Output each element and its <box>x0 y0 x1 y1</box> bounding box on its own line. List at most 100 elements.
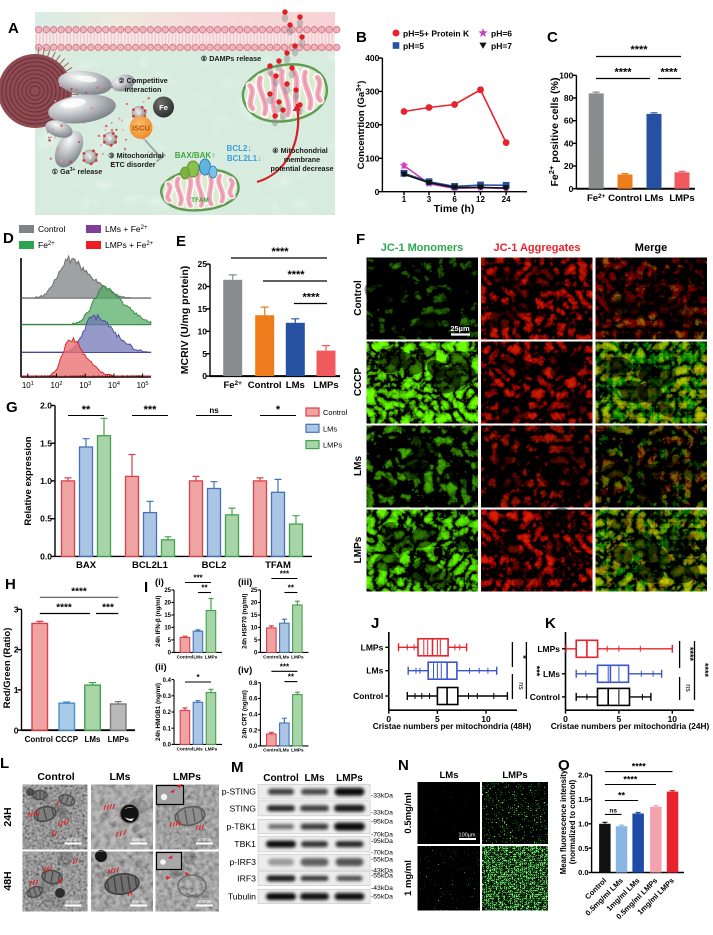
svg-text:④ Mitochondrial: ④ Mitochondrial <box>272 146 328 155</box>
svg-text:LMPs: LMPs <box>669 193 694 204</box>
svg-text:LMs: LMs <box>323 424 337 433</box>
svg-text:p-IRF3: p-IRF3 <box>229 857 256 867</box>
svg-text:L: L <box>0 755 9 772</box>
svg-text:Tubulin: Tubulin <box>228 892 256 902</box>
svg-text:0.1: 0.1 <box>163 726 172 732</box>
svg-text:-43kDa: -43kDa <box>371 885 393 892</box>
svg-text:pH=5: pH=5 <box>403 41 424 51</box>
svg-text:J: J <box>371 615 379 632</box>
svg-text:Control: Control <box>263 748 280 753</box>
svg-text:① Ga3+ release: ① Ga3+ release <box>52 167 103 176</box>
svg-text:I: I <box>144 579 148 596</box>
svg-text:TFAM: TFAM <box>191 197 209 204</box>
svg-text:500nm: 500nm <box>132 837 146 842</box>
svg-text:15: 15 <box>198 304 208 314</box>
svg-text:Control: Control <box>353 691 383 701</box>
svg-text:BAX/BAK↑: BAX/BAK↑ <box>175 151 215 160</box>
svg-text:LMs: LMs <box>280 748 290 753</box>
svg-text:LMPs: LMPs <box>502 770 527 781</box>
svg-text:LMs: LMs <box>645 193 664 204</box>
svg-text:100: 100 <box>365 153 379 163</box>
svg-text:M: M <box>231 759 244 776</box>
svg-text:membrane: membrane <box>284 155 320 164</box>
svg-text:F: F <box>356 231 365 248</box>
svg-text:Control: Control <box>263 655 280 660</box>
svg-text:N: N <box>398 757 409 774</box>
svg-text:****: **** <box>660 67 678 79</box>
svg-text:12: 12 <box>476 195 485 204</box>
svg-text:p-STING: p-STING <box>222 787 257 797</box>
svg-text:STING: STING <box>229 803 256 813</box>
svg-text:IRF3: IRF3 <box>237 873 256 883</box>
svg-text:Control: Control <box>37 771 74 783</box>
svg-text:20: 20 <box>164 601 171 607</box>
svg-text:1: 1 <box>14 685 19 695</box>
svg-text:LMs: LMs <box>543 669 560 679</box>
svg-text:LMPs: LMPs <box>336 773 363 784</box>
svg-text:1.0: 1.0 <box>578 820 588 829</box>
svg-text:100µm: 100µm <box>459 833 476 839</box>
svg-text:24: 24 <box>502 195 511 204</box>
svg-text:Control: Control <box>353 280 364 316</box>
svg-text:LMs: LMs <box>85 735 102 744</box>
svg-text:LMs: LMs <box>366 666 383 676</box>
svg-text:LMs: LMs <box>286 380 305 391</box>
svg-text:500nm: 500nm <box>66 899 80 904</box>
svg-text:15: 15 <box>251 613 258 619</box>
svg-text:-55kDa: -55kDa <box>371 857 393 864</box>
svg-text:Control: Control <box>530 692 560 702</box>
svg-text:Control: Control <box>323 408 348 417</box>
svg-text:0.0: 0.0 <box>578 868 588 877</box>
svg-text:**: ** <box>288 584 295 593</box>
svg-text:ETC disorder: ETC disorder <box>110 160 155 169</box>
svg-text:LMPs: LMPs <box>313 380 338 391</box>
svg-text:-95kDa: -95kDa <box>371 819 393 826</box>
svg-text:0.6: 0.6 <box>249 697 258 703</box>
svg-text:*: * <box>276 404 281 416</box>
svg-text:LMPs: LMPs <box>291 655 304 660</box>
svg-text:BCL2L1↓: BCL2L1↓ <box>227 154 261 163</box>
svg-text:500nm: 500nm <box>198 899 212 904</box>
svg-text:C: C <box>547 29 558 46</box>
svg-text:pH=6: pH=6 <box>491 29 512 39</box>
svg-text:LMs: LMs <box>280 655 290 660</box>
svg-text:(iv): (iv) <box>238 665 252 676</box>
svg-text:5: 5 <box>202 349 207 359</box>
svg-text:**: ** <box>82 404 91 416</box>
svg-text:ISCU: ISCU <box>132 124 150 133</box>
svg-text:potential decrease: potential decrease <box>270 164 333 173</box>
svg-text:BCL2↓: BCL2↓ <box>227 144 252 153</box>
svg-text:LMs: LMs <box>193 747 203 752</box>
svg-text:****: **** <box>632 762 647 772</box>
svg-text:***: *** <box>532 666 542 677</box>
svg-text:***: *** <box>280 662 290 671</box>
svg-text:0.5mg/ml: 0.5mg/ml <box>403 792 414 833</box>
svg-text:LMPs: LMPs <box>205 747 218 752</box>
svg-text:LMs: LMs <box>353 456 364 476</box>
svg-text:***: *** <box>193 574 203 583</box>
svg-text:500nm: 500nm <box>132 899 146 904</box>
svg-text:Control: Control <box>248 380 282 391</box>
svg-text:500nm: 500nm <box>66 837 80 842</box>
svg-text:Cristae numbers per mitochondr: Cristae numbers per mitochondria (48H) <box>373 721 532 731</box>
svg-text:Merge: Merge <box>635 242 667 254</box>
svg-text:0.5: 0.5 <box>578 844 588 853</box>
svg-text:**: ** <box>201 584 208 593</box>
svg-text:BCL2L1: BCL2L1 <box>132 560 169 571</box>
svg-text:LMPs: LMPs <box>537 644 560 654</box>
svg-text:Control: Control <box>25 735 53 744</box>
svg-text:-70kDa: -70kDa <box>371 850 393 857</box>
svg-text:-33kDa: -33kDa <box>371 810 393 817</box>
svg-text:LMPs: LMPs <box>108 735 130 744</box>
svg-text:Red/Green (Ratio): Red/Green (Ratio) <box>2 628 13 709</box>
svg-text:500nm: 500nm <box>198 837 212 842</box>
svg-text:LMPs: LMPs <box>291 748 304 753</box>
svg-text:***: *** <box>144 404 158 416</box>
svg-text:25: 25 <box>251 588 258 594</box>
svg-text:-33kDa: -33kDa <box>371 793 393 800</box>
svg-text:48H: 48H <box>2 871 14 890</box>
svg-text:ns: ns <box>517 682 524 690</box>
svg-text:Relative expression: Relative expression <box>23 436 34 525</box>
svg-text:BAX: BAX <box>76 560 97 571</box>
svg-text:3: 3 <box>14 604 19 614</box>
